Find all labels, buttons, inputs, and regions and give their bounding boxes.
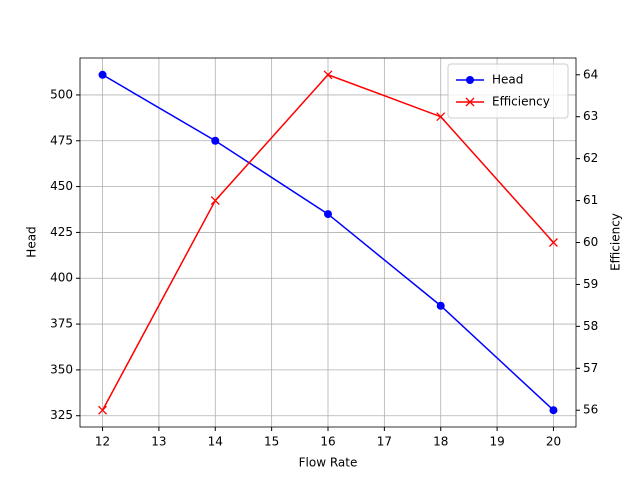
y2-tick-label: 56 <box>583 403 598 417</box>
y-tick-label: 350 <box>50 362 73 376</box>
x-tick-label: 17 <box>377 435 392 449</box>
legend-marker <box>465 97 475 107</box>
x-tick-label: 20 <box>546 435 561 449</box>
y-tick-label: 425 <box>50 225 73 239</box>
legend-label: Efficiency <box>492 95 550 109</box>
y-tick-label: 475 <box>50 133 73 147</box>
y2-tick-label: 63 <box>583 109 598 123</box>
marker <box>211 136 220 145</box>
x-tick-label: 15 <box>264 435 279 449</box>
y2-axis-label: Efficiency <box>609 213 623 271</box>
marker <box>98 405 108 415</box>
x-tick-label: 18 <box>433 435 448 449</box>
y2-tick-label: 64 <box>583 67 598 81</box>
y-axis-label: Head <box>25 226 39 257</box>
legend-marker <box>466 76 474 84</box>
y-tick-label: 375 <box>50 317 73 331</box>
marker <box>549 406 558 415</box>
x-tick-label: 12 <box>95 435 110 449</box>
y-tick-label: 450 <box>50 179 73 193</box>
marker <box>436 112 446 122</box>
marker <box>98 70 107 79</box>
marker <box>548 238 558 247</box>
y-tick-label: 325 <box>50 408 73 422</box>
y2-tick-label: 59 <box>583 277 598 291</box>
x-tick-label: 19 <box>489 435 504 449</box>
legend-label: Head <box>492 73 523 87</box>
x-tick-label: 13 <box>151 435 166 449</box>
y2-tick-label: 57 <box>583 361 598 375</box>
y2-tick-label: 60 <box>583 235 598 249</box>
x-tick-label: 14 <box>208 435 223 449</box>
marker <box>324 210 332 219</box>
y-tick-label: 500 <box>50 87 73 101</box>
marker <box>210 196 220 206</box>
marker <box>436 301 445 310</box>
y2-tick-label: 61 <box>583 193 598 207</box>
grid <box>80 58 576 427</box>
marker <box>323 70 333 80</box>
x-tick-label: 16 <box>320 435 335 449</box>
y2-tick-label: 58 <box>583 319 598 333</box>
y-tick-label: 400 <box>50 271 73 285</box>
legend-box <box>447 63 569 119</box>
y2-tick-label: 62 <box>583 151 598 165</box>
x-axis-label: Flow Rate <box>299 456 358 470</box>
